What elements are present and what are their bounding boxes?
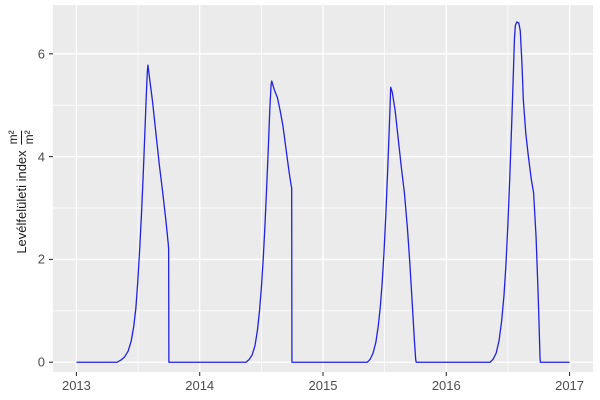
y-axis-unit-fraction: m² m² <box>6 130 36 145</box>
y-axis-unit-denominator: m² <box>22 130 36 145</box>
y-tick-label: 0 <box>37 354 45 370</box>
lai-series-line <box>76 21 570 363</box>
y-axis-unit-numerator: m² <box>6 130 20 145</box>
y-tick-label: 2 <box>37 251 45 267</box>
y-axis-title: Levélfelületi index m² m² <box>6 130 36 254</box>
x-tick-label: 2014 <box>185 378 215 393</box>
y-tick-label: 6 <box>37 46 45 62</box>
x-tick-label: 2015 <box>308 378 338 393</box>
x-tick-label: 2013 <box>61 378 91 393</box>
x-tick-label: 2017 <box>555 378 585 393</box>
y-tick-label: 4 <box>37 149 45 165</box>
y-axis-title-text: Levélfelületi index <box>13 150 29 254</box>
x-tick-label: 2016 <box>431 378 461 393</box>
